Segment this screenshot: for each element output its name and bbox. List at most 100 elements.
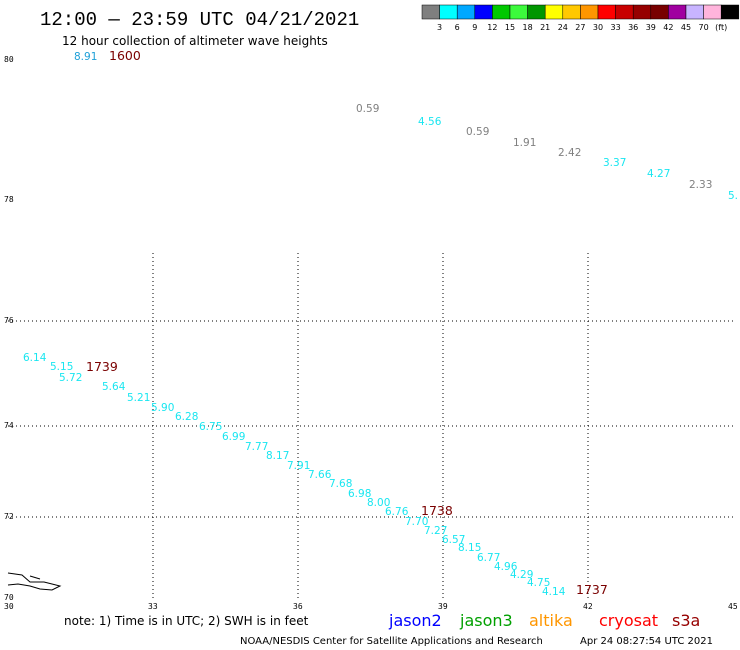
footer-credit: NOAA/NESDIS Center for Satellite Applica… (240, 636, 543, 647)
color-swatch (650, 4, 669, 20)
wave-height-value: 4.96 (494, 561, 518, 573)
color-swatch (580, 4, 599, 20)
x-tick-30: 30 (4, 602, 14, 611)
wave-height-value: 4.27 (647, 168, 670, 180)
x-tick-42: 42 (583, 602, 593, 611)
wave-height-value: 0.59 (356, 103, 379, 115)
x-tick-33: 33 (148, 602, 158, 611)
wave-height-value: 4.75 (527, 577, 550, 589)
wave-height-value: 7.91 (287, 460, 310, 472)
satellite-jason3: jason3 (459, 611, 513, 630)
wave-height-value: 7.68 (329, 478, 352, 490)
color-swatch (492, 4, 511, 20)
satellite-jason2: jason2 (388, 611, 442, 630)
color-scale-label: 21 (540, 23, 550, 32)
wave-height-value: 5. (728, 190, 738, 202)
color-scale-label: 3 (437, 23, 442, 32)
wave-height-value: 6.77 (477, 552, 500, 564)
color-scale-label: 39 (646, 23, 656, 32)
color-scale-label: 27 (575, 23, 585, 32)
pass-time-labels: 1600 1739 1738 1737 (86, 48, 608, 597)
wave-height-value: 6.98 (348, 488, 371, 500)
wave-height-value: 8.15 (458, 542, 481, 554)
pass-time-label: 1738 (421, 503, 453, 518)
satellite-s3a: s3a (672, 611, 700, 630)
color-scale-label: (ft) (715, 23, 727, 32)
wave-height-value: 4.29 (510, 569, 533, 581)
satellite-altika: altika (529, 611, 573, 630)
color-scale-label: 36 (628, 23, 638, 32)
y-tick-78: 78 (4, 195, 14, 204)
page-subtitle: 12 hour collection of altimeter wave hei… (62, 34, 328, 48)
color-scale-label: 15 (505, 23, 515, 32)
wave-height-value: 7.77 (245, 441, 268, 453)
y-tick-74: 74 (4, 421, 14, 430)
color-swatch (615, 4, 634, 20)
x-tick-45: 45 (728, 602, 738, 611)
color-swatch (685, 4, 704, 20)
color-swatch (544, 4, 564, 20)
pass-time-label: 1600 (109, 48, 141, 63)
y-tick-80: 80 (4, 55, 14, 64)
color-scale-label: 30 (593, 23, 603, 32)
page-title: 12:00 — 23:59 UTC 04/21/2021 (40, 9, 359, 31)
color-swatch (720, 4, 740, 20)
satellite-cryosat: cryosat (599, 611, 658, 630)
pass-time-label: 1739 (86, 359, 118, 374)
units-note: note: 1) Time is in UTC; 2) SWH is in fe… (64, 614, 309, 628)
wave-height-value: 4.56 (418, 116, 442, 128)
wave-height-value: 6.57 (442, 534, 465, 546)
graticule (8, 253, 733, 598)
wave-height-value: 6.28 (175, 411, 198, 423)
color-scale-label: 45 (681, 23, 691, 32)
color-swatch (421, 4, 440, 20)
x-tick-39: 39 (438, 602, 448, 611)
color-scale-label: 33 (611, 23, 621, 32)
color-scale-label: 6 (455, 23, 460, 32)
wave-height-value: 5.90 (151, 402, 174, 414)
color-swatch (439, 4, 458, 20)
wave-height-value: 7.27 (424, 525, 447, 537)
wave-height-value: 8.00 (367, 497, 390, 509)
wave-height-value: 7.70 (405, 516, 428, 528)
wave-height-value: 7.66 (308, 469, 332, 481)
color-scale-label: 24 (558, 23, 568, 32)
wave-height-value: 8.91 (74, 51, 97, 63)
wave-height-observations: 8.91 0.59 4.56 0.59 1.91 2.42 3.37 4.27 2.33 5. 6.… (23, 51, 738, 598)
wave-height-value: 5.21 (127, 392, 150, 404)
y-tick-76: 76 (4, 316, 14, 325)
footer-timestamp: Apr 24 08:27:54 UTC 2021 (580, 636, 713, 647)
color-scale-label: 9 (472, 23, 477, 32)
wave-height-value: 2.33 (689, 179, 712, 191)
wave-height-value: 3.37 (603, 157, 626, 169)
color-swatch (597, 4, 616, 20)
wave-height-value: 5.15 (50, 361, 73, 373)
pass-time-label: 1737 (576, 582, 608, 597)
color-scale-label: 18 (523, 23, 533, 32)
wave-height-value: 5.64 (102, 381, 126, 393)
color-legend: 3 6 9 12 15 18 21 24 27 30 33 36 39 42 45 70 (ft) (421, 4, 740, 32)
y-axis-labels: 80 78 76 74 72 70 (4, 55, 14, 602)
color-swatch (668, 4, 687, 20)
color-scale-label: 12 (487, 23, 497, 32)
wave-height-value: 6.75 (199, 421, 222, 433)
wave-height-value: 5.72 (59, 372, 82, 384)
satellite-legend: jason2 jason3 altika cryosat s3a (388, 611, 700, 630)
color-swatch (562, 4, 581, 20)
color-swatch (474, 4, 493, 20)
wave-height-value: 1.91 (513, 137, 536, 149)
wave-height-value: 2.42 (558, 147, 581, 159)
wave-height-value: 8.17 (266, 450, 289, 462)
wave-height-value: 6.99 (222, 431, 245, 443)
color-swatch (509, 4, 528, 20)
color-swatch (527, 4, 546, 20)
color-swatch (703, 4, 722, 20)
color-swatch (632, 4, 652, 20)
y-tick-70: 70 (4, 593, 14, 602)
x-axis-labels: 30 33 36 39 42 45 (4, 602, 738, 611)
wave-height-value: 6.14 (23, 352, 47, 364)
wave-height-value: 6.76 (385, 506, 409, 518)
wave-height-value: 0.59 (466, 126, 489, 138)
color-scale-label: 70 (699, 23, 709, 32)
